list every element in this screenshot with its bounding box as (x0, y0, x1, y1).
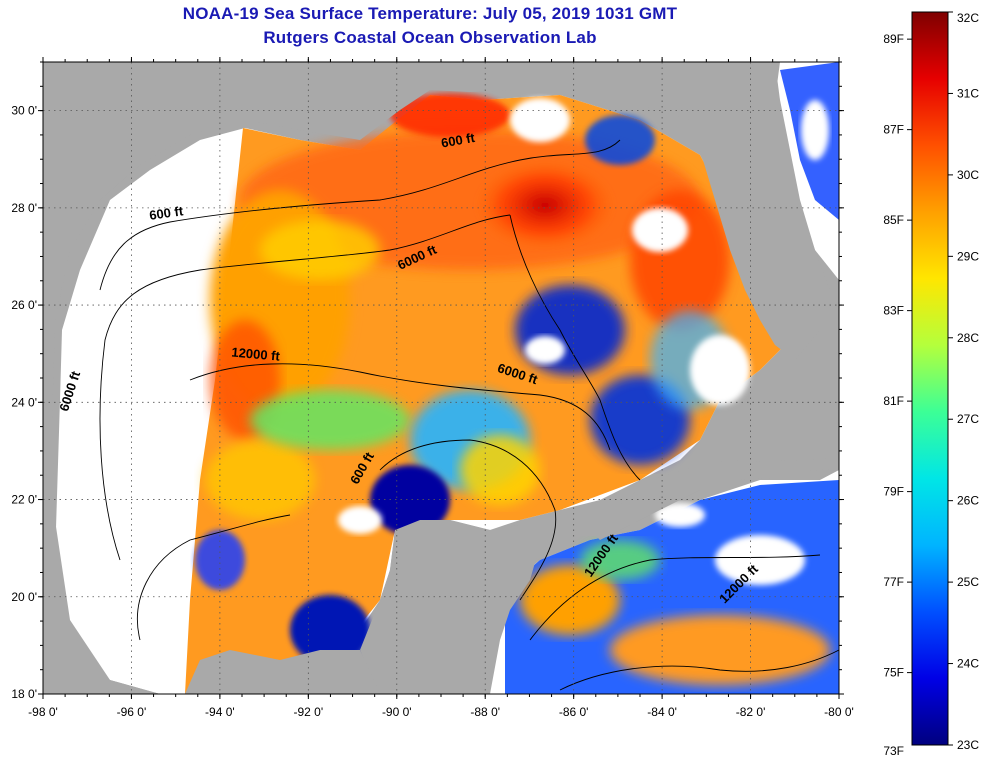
x-axis: -98 0' -96 0' -94 0' -92 0' -90 0' -88 0' -86 … (28, 57, 854, 719)
colorbar (911, 11, 949, 746)
yucatan-peninsula (360, 520, 540, 694)
contour-label: 600 ft (148, 203, 184, 223)
contour-caribbean-12000 (529, 554, 821, 641)
hot-core-north (475, 160, 615, 250)
x-tick-label: -88 0' (470, 705, 500, 719)
us-gulf-coast (43, 62, 700, 330)
contour-12000ft (189, 363, 611, 451)
dotted-grid (43, 62, 839, 694)
cuba (590, 458, 839, 540)
cb-fahrenheit-label: 89F (883, 32, 904, 46)
y-tick-label: 30 0' (11, 104, 37, 118)
y-tick-label: 28 0' (11, 201, 37, 215)
cb-fahrenheit-label: 79F (883, 485, 904, 499)
cb-celsius-label: 23C (957, 738, 979, 752)
x-tick-label: -82 0' (736, 705, 766, 719)
florida (700, 62, 830, 360)
contour-label: 600 ft (440, 130, 477, 151)
cloud-gap-5 (510, 98, 570, 142)
hot-strip-north (390, 93, 510, 137)
y-tick-label: 20 0' (11, 590, 37, 604)
yellow-patch-3 (460, 435, 540, 505)
x-tick-label: -86 0' (559, 705, 589, 719)
map-subtitle: Rutgers Coastal Ocean Observation Lab (263, 28, 597, 47)
cb-celsius-label: 26C (957, 494, 979, 508)
blue-patch-3 (290, 595, 370, 665)
cb-celsius-label: 32C (957, 11, 979, 25)
cb-fahrenheit-label: 83F (883, 304, 904, 318)
contour-yucatan-shelf (379, 439, 557, 601)
atlantic-imagery (780, 62, 839, 220)
map-title: NOAA-19 Sea Surface Temperature: July 05… (182, 4, 678, 23)
cb-fahrenheit-label: 75F (883, 666, 904, 680)
blue-patch-4 (195, 530, 245, 590)
x-tick-label: -80 0' (824, 705, 854, 719)
cb-celsius-label: 28C (957, 331, 979, 345)
y-tick-label: 18 0' (11, 687, 37, 701)
x-tick-label: -96 0' (117, 705, 147, 719)
atlantic-cloud (801, 100, 829, 160)
y-tick-label: 24 0' (11, 395, 37, 409)
yellow-patch-2 (205, 440, 315, 520)
y-axis: 30 0' 28 0' 26 0' 24 0' 22 0' 20 0' 18 0' (11, 61, 844, 701)
y-tick-label: 26 0' (11, 298, 37, 312)
contour-caribbean-2 (559, 649, 839, 691)
hot-strip-east (630, 190, 730, 330)
cb-fahrenheit-label: 85F (883, 213, 904, 227)
contour-west-shelf (137, 514, 291, 641)
cb-celsius-label: 30C (957, 168, 979, 182)
cb-celsius-label: 29C (957, 249, 979, 263)
y-tick-label: 22 0' (11, 493, 37, 507)
cb-fahrenheit-label: 77F (883, 575, 904, 589)
cloud-gap-2 (525, 336, 565, 364)
contour-label: 12000 ft (231, 344, 281, 363)
sst-swath (185, 93, 790, 694)
cb-celsius-label: 25C (957, 575, 979, 589)
contour-6000ft-east (509, 214, 641, 481)
x-tick-label: -90 0' (382, 705, 412, 719)
contour-600ft-north (99, 139, 621, 291)
cloud-gap-4 (338, 506, 382, 534)
yellow-patch-1 (260, 220, 380, 280)
caribbean-imagery (505, 480, 839, 694)
caribbean-warm-1 (610, 615, 830, 685)
x-tick-label: -94 0' (205, 705, 235, 719)
caribbean-green (580, 540, 660, 580)
mexico-south (185, 650, 380, 694)
cb-celsius-label: 31C (957, 86, 979, 100)
caribbean-warm-2 (520, 565, 620, 635)
x-tick-label: -92 0' (294, 705, 324, 719)
map-imagery (43, 62, 839, 694)
cloud-gap-3 (690, 335, 750, 405)
cloud-gap-1 (632, 208, 688, 252)
mexico-west-coast (43, 330, 160, 694)
x-tick-label: -98 0' (28, 705, 58, 719)
colorbar-fahrenheit-axis: 89F 87F 85F 83F 81F 79F 77F 75F 73F (883, 32, 912, 758)
cb-fahrenheit-label: 87F (883, 123, 904, 137)
contour-6000ft-west (99, 214, 511, 561)
blue-patch-1 (515, 285, 625, 375)
blue-patch-2 (370, 465, 450, 535)
caribbean-cloud-2 (655, 503, 705, 527)
caribbean-cloud-1 (715, 535, 805, 585)
cb-celsius-label: 24C (957, 657, 979, 671)
green-patch-1 (250, 390, 410, 450)
x-tick-label: -84 0' (647, 705, 677, 719)
cb-fahrenheit-label: 81F (883, 394, 904, 408)
colorbar-celsius-axis: 32C 31C 30C 29C 28C 27C 26C 25C 24C 23C (948, 11, 979, 752)
cb-celsius-label: 27C (957, 412, 979, 426)
bathymetry-contours (99, 139, 839, 691)
cb-fahrenheit-label: 73F (883, 744, 904, 758)
